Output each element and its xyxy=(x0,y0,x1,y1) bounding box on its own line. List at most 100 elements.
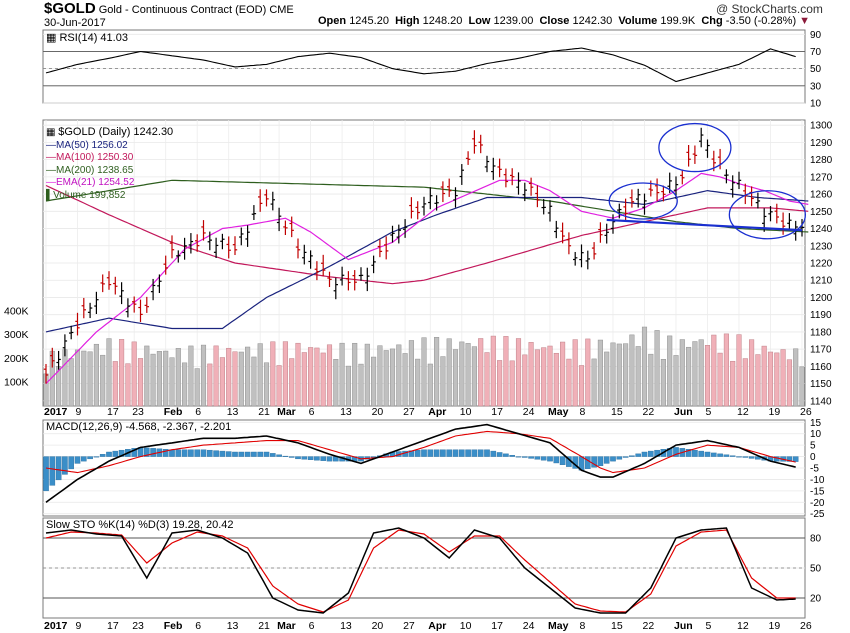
x-tick-label: 8 xyxy=(580,406,586,418)
price-bar xyxy=(585,250,590,270)
price-bar xyxy=(62,334,68,357)
price-bar xyxy=(705,139,710,158)
price-tick-label: 1160 xyxy=(810,362,832,373)
annotation-ellipse xyxy=(608,182,678,220)
legend-swatch-icon: ▦ xyxy=(46,127,56,138)
grid-layer xyxy=(43,33,805,599)
price-bar xyxy=(339,266,345,286)
x-tick-label: 13 xyxy=(227,406,239,418)
x-tick-label: Mar xyxy=(277,406,296,418)
volume-bar xyxy=(421,337,427,407)
volume-bar xyxy=(245,346,251,407)
rsi-tick-label: 90 xyxy=(810,30,822,41)
marks-layer xyxy=(43,47,809,614)
x-tick-label: 6 xyxy=(309,406,315,418)
x-tick-label-bottom: 9 xyxy=(76,620,82,632)
volume-bar xyxy=(301,352,307,407)
macd-tick-label: -25 xyxy=(810,509,825,520)
volume-bar xyxy=(182,362,188,407)
legend-item-ma50: —MA(50) 1256.02 xyxy=(46,140,173,153)
price-bar xyxy=(346,271,351,291)
price-tick-label: 1170 xyxy=(810,345,832,356)
price-bar xyxy=(730,175,735,198)
price-bar xyxy=(453,187,458,208)
close-label: Close xyxy=(539,15,570,27)
volume-bar xyxy=(326,344,333,407)
x-tick-label-bottom: 13 xyxy=(340,620,352,632)
volume-bar xyxy=(767,351,774,407)
macd-tick-label: -15 xyxy=(810,486,825,497)
macd-histogram-bar xyxy=(528,456,534,459)
macd-histogram-bar xyxy=(251,451,257,457)
volume-bar xyxy=(125,363,131,407)
price-bar xyxy=(358,267,364,281)
volume-bar xyxy=(774,352,780,407)
price-bar xyxy=(503,168,509,188)
volume-tick-label: 200K xyxy=(4,353,29,365)
x-tick-label: 2017 xyxy=(44,406,68,418)
macd-histogram-bar xyxy=(326,456,333,462)
labels-layer: 9070503010130012901280127012601250124012… xyxy=(4,30,833,632)
x-tick-label: 5 xyxy=(706,406,712,418)
volume-bar xyxy=(673,355,679,407)
macd-histogram-bar xyxy=(62,456,68,475)
volume-bar xyxy=(308,347,314,407)
volume-bar xyxy=(591,358,597,407)
price-bar xyxy=(516,172,521,195)
price-bar xyxy=(295,238,301,259)
x-tick-label: Apr xyxy=(428,406,446,418)
macd-histogram-bar xyxy=(131,448,138,457)
x-tick-label: 17 xyxy=(107,406,119,418)
macd-histogram-bar xyxy=(295,456,301,460)
volume-bar xyxy=(377,345,383,407)
volume-bar xyxy=(427,363,433,407)
header-date: 30-Jun-2017 xyxy=(44,17,106,29)
macd-histogram-bar xyxy=(80,456,87,462)
x-tick-label-bottom: 27 xyxy=(403,620,415,632)
macd-histogram-bar xyxy=(74,456,81,464)
macd-histogram-bar xyxy=(87,456,93,460)
price-bar xyxy=(472,130,477,154)
volume-bar xyxy=(604,351,610,407)
volume-bar xyxy=(371,356,377,407)
high-value: 1248.20 xyxy=(422,15,463,27)
price-bar xyxy=(144,296,149,313)
macd-histogram-bar xyxy=(522,456,528,458)
volume-bar xyxy=(131,341,137,407)
macd-histogram-bar xyxy=(169,449,175,457)
macd-histogram-bar xyxy=(748,456,755,459)
price-tick-label: 1240 xyxy=(810,224,833,235)
legend-ema21-label: EMA(21) 1254.52 xyxy=(56,177,135,188)
volume-bar xyxy=(553,352,559,407)
price-tick-label: 1280 xyxy=(810,155,833,166)
volume-bar xyxy=(610,342,616,407)
volume-bar xyxy=(251,356,257,407)
x-tick-label: May xyxy=(548,406,569,418)
price-bar xyxy=(724,169,729,184)
chg-label: Chg xyxy=(701,15,723,27)
price-bar xyxy=(573,251,578,266)
price-legend: ▦ $GOLD (Daily) 1242.30 —MA(50) 1256.02 … xyxy=(46,126,173,202)
volume-bar xyxy=(333,359,339,407)
macd-histogram-bar xyxy=(200,449,207,457)
volume-bar xyxy=(282,341,288,407)
price-bar xyxy=(604,223,609,244)
macd-histogram-bar xyxy=(553,456,560,464)
macd-tick-label: -20 xyxy=(810,498,825,509)
price-bar xyxy=(327,271,332,287)
macd-histogram-bar xyxy=(635,453,641,457)
volume-bar xyxy=(194,368,200,407)
x-tick-label: 13 xyxy=(340,406,352,418)
macd-histogram-bar xyxy=(112,450,119,457)
price-bar xyxy=(308,250,313,269)
macd-histogram-bar xyxy=(175,449,182,457)
volume-bar xyxy=(490,335,496,407)
macd-histogram-bar xyxy=(270,453,276,457)
price-bar xyxy=(207,231,212,251)
volume-bar xyxy=(522,354,528,407)
price-bar xyxy=(226,236,231,259)
volume-bar xyxy=(207,363,213,407)
x-tick-label: 15 xyxy=(611,406,623,418)
price-bar xyxy=(478,134,483,154)
price-bar xyxy=(440,181,446,203)
